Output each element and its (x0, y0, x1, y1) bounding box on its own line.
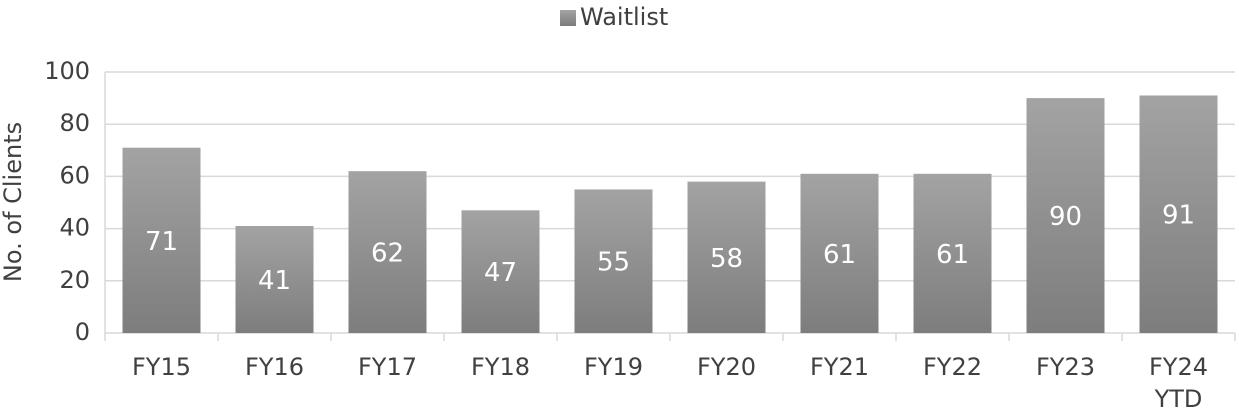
data-label: 55 (597, 248, 630, 278)
data-label: 47 (484, 258, 517, 288)
x-tick-label: FY16 (245, 353, 304, 381)
x-tick-label: FY23 (1036, 353, 1095, 381)
x-tick-label: FY19 (584, 353, 643, 381)
x-tick-label: FY21 (810, 353, 869, 381)
y-tick-label: 0 (75, 318, 90, 346)
y-tick-label: 60 (59, 161, 90, 189)
x-tick-label: FY24 YTD (1149, 353, 1208, 413)
bar (1139, 95, 1218, 334)
data-label: 41 (258, 266, 291, 296)
bar (461, 210, 540, 333)
x-tick-label: FY20 (697, 353, 756, 381)
data-label: 61 (936, 240, 969, 270)
bar (687, 181, 766, 333)
data-label: 91 (1162, 201, 1195, 231)
y-axis-label: No. of Clients (0, 122, 27, 282)
data-label: 71 (145, 227, 178, 257)
y-tick-label: 80 (59, 109, 90, 137)
legend-label: Waitlist (580, 3, 668, 31)
bar (574, 189, 653, 333)
x-tick-label: FY15 (132, 353, 191, 381)
x-tick-label: FY17 (358, 353, 417, 381)
data-label: 61 (823, 240, 856, 270)
data-label: 58 (710, 244, 743, 274)
bar (348, 171, 427, 333)
y-tick-label: 40 (59, 214, 90, 242)
bar (800, 173, 879, 333)
x-tick-label: FY22 (923, 353, 982, 381)
bar (913, 173, 992, 333)
data-label: 90 (1049, 202, 1082, 232)
bar (235, 225, 314, 333)
y-tick-label: 20 (59, 266, 90, 294)
x-tick-label: FY18 (471, 353, 530, 381)
data-label: 62 (371, 239, 404, 269)
legend-swatch (560, 10, 576, 26)
bar (1026, 98, 1105, 333)
y-tick-label: 100 (44, 57, 90, 85)
bar (122, 147, 201, 333)
